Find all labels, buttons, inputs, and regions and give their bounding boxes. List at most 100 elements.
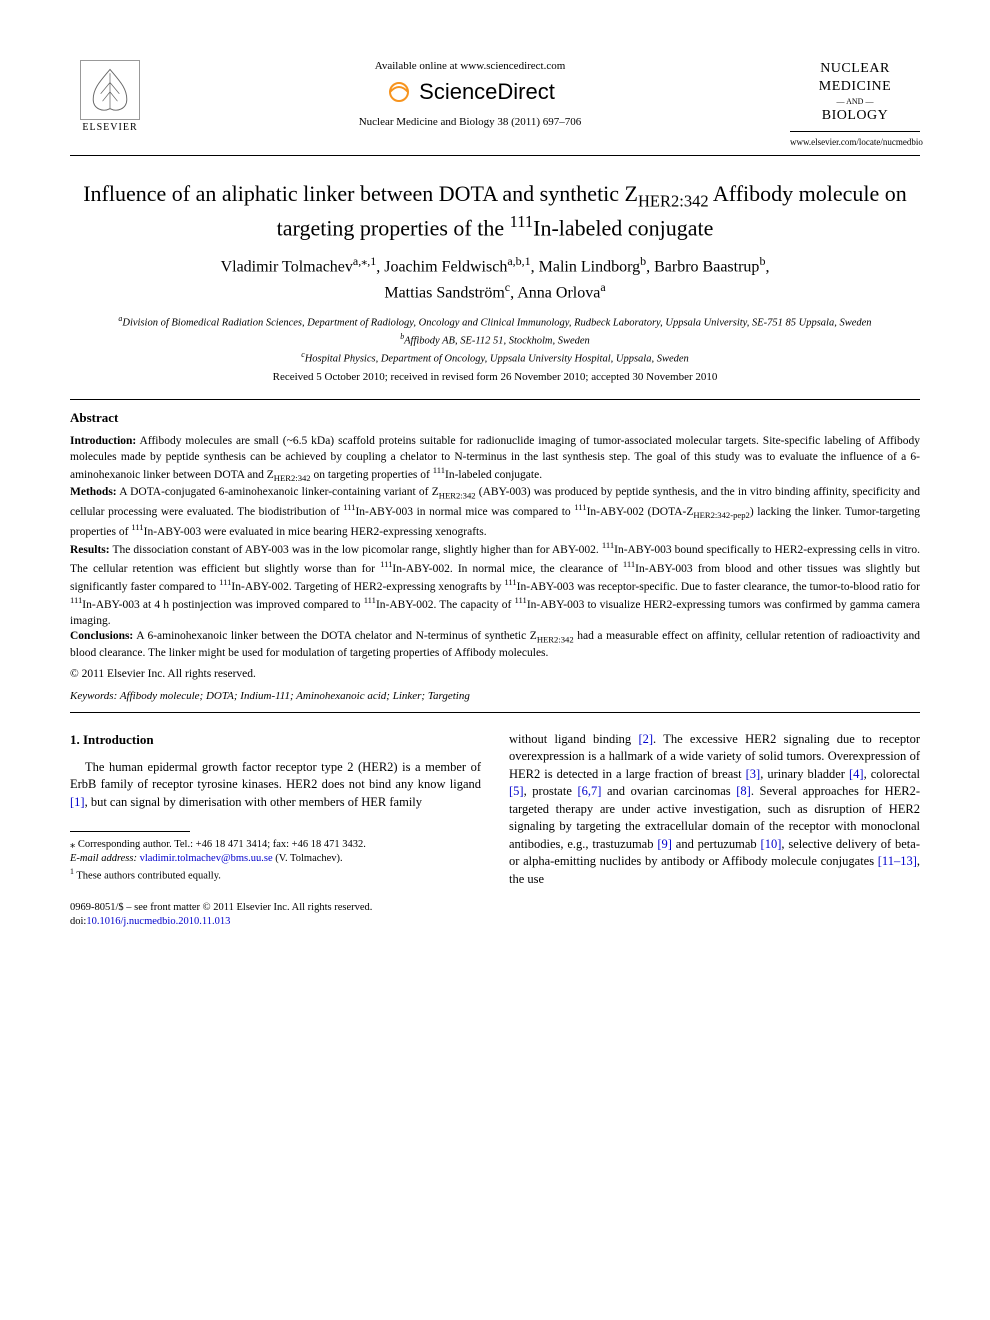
citation-link[interactable]: [11–13] [878, 854, 917, 868]
abstract-intro-label: Introduction: [70, 435, 136, 447]
affiliations: aDivision of Biomedical Radiation Scienc… [70, 313, 920, 368]
abstract-results-label: Results: [70, 544, 110, 556]
author-sup: c [505, 280, 510, 294]
keywords-line: Keywords: Affibody molecule; DOTA; Indiu… [70, 690, 920, 702]
abstract-methods-text: In-ABY-003 in normal mice was compared t… [355, 506, 574, 518]
title-sub1: HER2:342 [638, 191, 709, 210]
elsevier-tree-icon [80, 60, 140, 120]
citation-link[interactable]: [2] [638, 732, 653, 746]
abstract-heading: Abstract [70, 410, 920, 426]
intro-paragraph-cont: without ligand binding [2]. The excessiv… [509, 731, 920, 889]
citation-link[interactable]: [1] [70, 795, 85, 809]
email-person: (V. Tolmachev). [273, 853, 343, 864]
affiliation-a: Division of Biomedical Radiation Science… [122, 317, 871, 328]
abstract-sup: 111 [623, 559, 635, 569]
abstract-sup: 111 [380, 559, 392, 569]
bottom-matter: 0969-8051/$ – see front matter © 2011 El… [70, 901, 481, 929]
abstract-sup: 111 [364, 595, 376, 605]
abstract-methods-label: Methods: [70, 486, 117, 498]
intro-text: , but can signal by dimerisation with ot… [85, 795, 422, 809]
abstract-results-text: In-ABY-003 was receptor-specific. Due to… [517, 581, 920, 593]
intro-text: and ovarian carcinomas [601, 784, 736, 798]
abstract-concl-label: Conclusions: [70, 630, 133, 642]
citation-link[interactable]: [9] [657, 837, 672, 851]
abstract-sup: 111 [343, 502, 355, 512]
affiliation-b: Affibody AB, SE-112 51, Stockholm, Swede… [404, 335, 590, 346]
sciencedirect-swoosh-icon [385, 78, 413, 106]
abstract-sub: HER2:342-pep2 [693, 510, 749, 520]
doi-link[interactable]: 10.1016/j.nucmedbio.2010.11.013 [86, 916, 230, 927]
journal-url: www.elsevier.com/locate/nucmedbio [790, 137, 920, 147]
intro-text: and pertuzumab [672, 837, 761, 851]
article-title: Influence of an aliphatic linker between… [70, 180, 920, 244]
sciencedirect-logo: ScienceDirect [170, 78, 770, 106]
page-header: ELSEVIER Available online at www.science… [70, 60, 920, 147]
abstract-sup: 111 [131, 522, 143, 532]
author-sup: b [759, 254, 765, 268]
abstract-copyright: © 2011 Elsevier Inc. All rights reserved… [70, 668, 920, 680]
citation-link[interactable]: [10] [761, 837, 782, 851]
email-line: E-mail address: vladimir.tolmachev@bms.u… [70, 852, 481, 866]
author: Barbro Baastrup [654, 259, 759, 276]
corresponding-author-note: ⁎ Corresponding author. Tel.: +46 18 471… [70, 838, 481, 852]
citation-link[interactable]: [4] [849, 767, 864, 781]
abstract-intro-text3: In-labeled conjugate. [445, 469, 542, 481]
author: Malin Lindborg [539, 259, 640, 276]
intro-text: , colorectal [864, 767, 920, 781]
keywords-text: Affibody molecule; DOTA; Indium-111; Ami… [117, 690, 470, 702]
abstract-sup: 111 [515, 595, 527, 605]
abstract-sup: 111 [219, 577, 231, 587]
right-column: without ligand binding [2]. The excessiv… [509, 731, 920, 930]
email-link[interactable]: vladimir.tolmachev@bms.uu.se [140, 853, 273, 864]
author-sup: b [640, 254, 646, 268]
abstract-sup: 111 [70, 595, 82, 605]
citation-link[interactable]: [8] [736, 784, 751, 798]
abstract-sup: 111 [602, 540, 614, 550]
doi-line: doi:10.1016/j.nucmedbio.2010.11.013 [70, 915, 481, 929]
abstract-results-text: In-ABY-002. In normal mice, the clearanc… [392, 562, 622, 574]
abstract-bottom-rule [70, 712, 920, 713]
keywords-label: Keywords: [70, 690, 117, 702]
issn-copyright: 0969-8051/$ – see front matter © 2011 El… [70, 901, 481, 915]
author: Anna Orlova [517, 284, 600, 301]
sciencedirect-text: ScienceDirect [419, 79, 555, 105]
publisher-logo: ELSEVIER [70, 60, 150, 133]
journal-name-line2: MEDICINE [790, 78, 920, 96]
abstract-top-rule [70, 399, 920, 400]
abstract-results-text: In-ABY-003 at 4 h postinjection was impr… [82, 599, 363, 611]
abstract-methods-text: In-ABY-002 (DOTA-Z [587, 506, 694, 518]
intro-text: , urinary bladder [760, 767, 849, 781]
abstract-body: Introduction: Affibody molecules are sma… [70, 434, 920, 661]
abstract-sup: 111 [504, 577, 516, 587]
doi-label: doi: [70, 916, 86, 927]
intro-paragraph: The human epidermal growth factor recept… [70, 759, 481, 812]
abstract-sup: 111 [433, 465, 445, 475]
abstract-results-text: In-ABY-002. Targeting of HER2-expressing… [231, 581, 504, 593]
citation-link[interactable]: [5] [509, 784, 524, 798]
abstract-sub: HER2:342 [439, 490, 476, 500]
author: Vladimir Tolmachev [221, 259, 353, 276]
journal-title-box: NUCLEAR MEDICINE — AND — BIOLOGY www.els… [790, 60, 920, 147]
abstract-results-text: In-ABY-002. The capacity of [376, 599, 515, 611]
journal-name-line3: BIOLOGY [790, 107, 920, 125]
center-header: Available online at www.sciencedirect.co… [150, 60, 790, 130]
author: Joachim Feldwisch [384, 259, 507, 276]
elsevier-label: ELSEVIER [82, 122, 137, 133]
abstract-results-text: The dissociation constant of ABY-003 was… [110, 544, 602, 556]
abstract-methods-text: A DOTA-conjugated 6-aminohexanoic linker… [117, 486, 439, 498]
intro-text: without ligand binding [509, 732, 638, 746]
abstract-sub: HER2:342 [274, 473, 311, 483]
author: Mattias Sandström [384, 284, 504, 301]
abstract-sub: HER2:342 [537, 634, 574, 644]
journal-box-rule [790, 131, 920, 132]
section-heading-introduction: 1. Introduction [70, 731, 481, 749]
email-label: E-mail address: [70, 853, 137, 864]
journal-and: — AND — [790, 97, 920, 106]
available-online-text: Available online at www.sciencedirect.co… [170, 60, 770, 72]
journal-name-line1: NUCLEAR [790, 60, 920, 78]
fn1-text: These authors contributed equally. [74, 870, 221, 881]
citation-link[interactable]: [3] [746, 767, 761, 781]
article-dates: Received 5 October 2010; received in rev… [70, 371, 920, 383]
citation-link[interactable]: [6,7] [577, 784, 601, 798]
abstract-intro-text2: on targeting properties of [311, 469, 433, 481]
